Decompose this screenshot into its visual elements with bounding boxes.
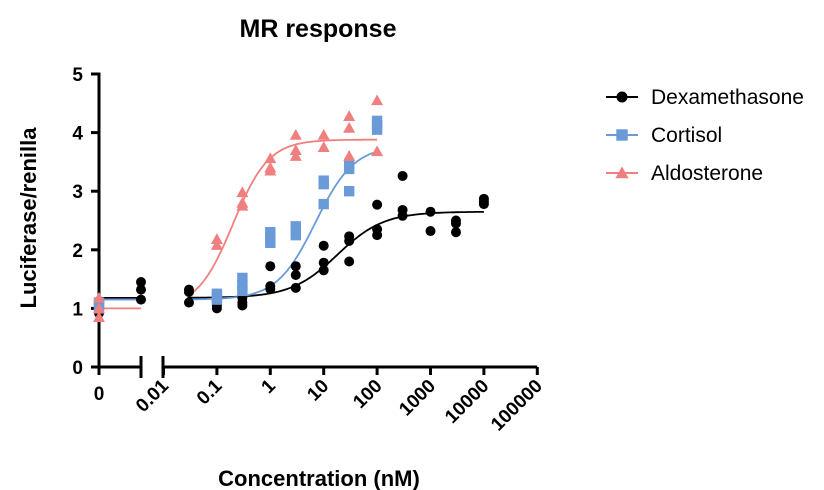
data-point [265, 237, 276, 248]
legend-label: Dexamethasone [651, 86, 804, 109]
y-tick-label: 5 [72, 65, 83, 86]
data-point [343, 110, 356, 121]
data-point [344, 236, 355, 247]
y-tick-label: 2 [72, 241, 83, 262]
data-point [183, 297, 194, 308]
data-point [318, 198, 329, 210]
data-point [290, 229, 301, 241]
x-tick-label: 0 [94, 384, 105, 405]
data-point [93, 302, 105, 314]
legend-marker [615, 166, 629, 179]
x-tick-label: 1 [258, 375, 281, 398]
data-point [210, 233, 223, 245]
data-point [318, 240, 329, 251]
data-point [136, 284, 146, 295]
data-point [237, 279, 248, 291]
data-point [289, 144, 302, 155]
data-point [93, 311, 105, 322]
x-tick-label: 1000 [395, 376, 440, 421]
data-point [344, 256, 355, 267]
data-point [372, 230, 383, 241]
data-point [371, 145, 384, 157]
x-tick-label: 0.01 [132, 375, 173, 416]
data-point [264, 164, 277, 176]
data-point [317, 141, 330, 153]
data-point [136, 294, 146, 305]
x-tick-label: 100000 [487, 376, 547, 436]
data-point [343, 121, 356, 133]
data-point [236, 199, 249, 211]
y-tick-label: 3 [72, 182, 83, 203]
y-tick-label: 4 [72, 124, 83, 145]
data-point [290, 282, 301, 293]
y-tick-label: 1 [72, 299, 83, 320]
data-point [343, 158, 355, 169]
data-point [317, 128, 330, 140]
data-point [450, 227, 461, 238]
data-point [318, 178, 329, 190]
data-point [237, 272, 248, 284]
data-point [93, 291, 105, 303]
data-point [289, 128, 302, 140]
x-tick-label: 10 [303, 376, 333, 406]
data-point [343, 150, 356, 161]
y-axis-title: Luciferase/renilla [16, 127, 41, 309]
data-point [210, 239, 223, 250]
data-point [318, 265, 329, 276]
x-axis-title: Concentration (nM) [218, 466, 420, 490]
data-point [372, 199, 383, 210]
data-point [183, 286, 194, 297]
data-point [478, 199, 489, 210]
data-point [211, 303, 222, 314]
data-point [343, 186, 355, 197]
data-point [237, 285, 248, 297]
data-point [289, 150, 302, 161]
data-point [236, 186, 249, 198]
x-tick-label: 100 [349, 376, 386, 413]
data-points [93, 94, 489, 322]
data-point [397, 170, 408, 181]
data-point [343, 163, 355, 175]
data-point [290, 261, 301, 272]
data-point [425, 206, 436, 217]
data-point [136, 277, 146, 288]
legend: Dexamethasone Cortisol Aldosterone [606, 86, 804, 185]
legend-marker [616, 91, 628, 103]
legend-marker [616, 129, 628, 141]
data-point [237, 300, 248, 311]
x-tick-label: 10000 [441, 376, 493, 428]
fit-curve [187, 138, 378, 297]
data-point [371, 124, 383, 135]
chart-title: MR response [240, 15, 397, 43]
data-point [211, 294, 223, 305]
legend-label: Cortisol [651, 124, 722, 147]
data-point [264, 152, 277, 164]
data-point [450, 218, 461, 229]
data-point [265, 261, 276, 272]
data-point [265, 284, 276, 295]
data-point [371, 94, 384, 106]
legend-label: Aldosterone [651, 162, 763, 185]
data-point [290, 269, 301, 280]
x-tick-label: 0.1 [193, 375, 227, 409]
y-tick-label: 0 [72, 358, 83, 379]
data-point [397, 210, 408, 221]
data-point [425, 226, 436, 237]
data-point [318, 257, 329, 268]
data-point [265, 227, 276, 238]
